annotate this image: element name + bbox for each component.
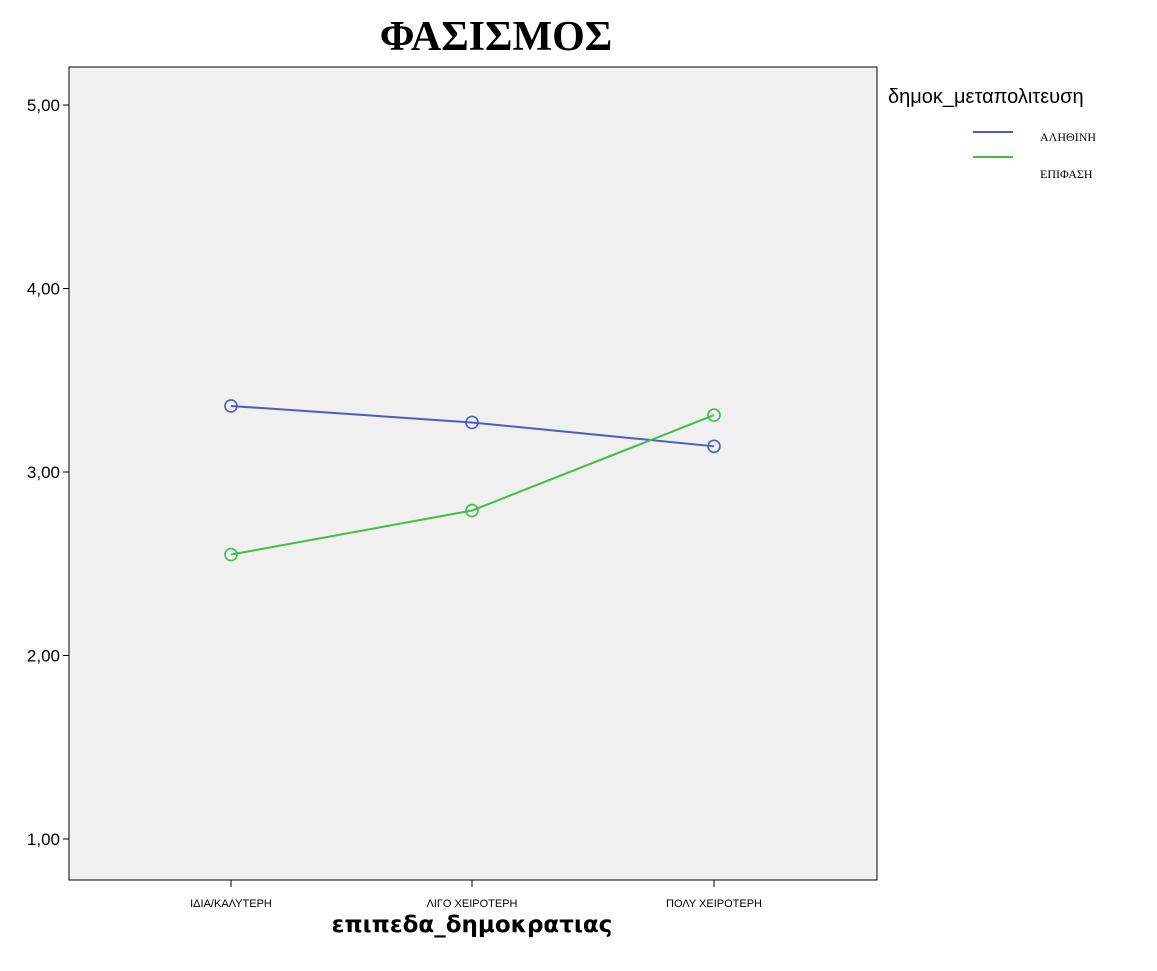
y-axis: 1,00 2,00 3,00 4,00 5,00 [27, 96, 69, 849]
x-tick-label: ΛΙΓΟ ΧΕΙΡΟΤΕΡΗ [426, 898, 517, 910]
x-tick-label: ΠΟΛΥ ΧΕΙΡΟΤΕΡΗ [666, 898, 762, 910]
data-point [465, 503, 479, 518]
data-point [465, 415, 479, 430]
y-tick-label: 2,00 [27, 647, 60, 666]
data-point [707, 439, 721, 454]
chart-title: ΦΑΣΙΣΜΟΣ [380, 14, 613, 60]
legend-label: ΑΛΗΘΙΝΗ [1040, 130, 1096, 144]
legend: δημοκ_μεταπολιτευση ΑΛΗΘΙΝΗ ΕΠΙΦΑΣΗ [888, 86, 1096, 181]
y-tick-label: 5,00 [27, 96, 60, 115]
x-axis-label: επιπεδα_δημοκρατιας [332, 912, 613, 938]
x-axis: ΙΔΙΑ/ΚΑΛΥΤΕΡΗ ΛΙΓΟ ΧΕΙΡΟΤΕΡΗ ΠΟΛΥ ΧΕΙΡΟΤΕΡ… [190, 880, 762, 910]
series-line [230, 404, 715, 448]
data-point [707, 408, 721, 422]
series-layer [224, 399, 721, 562]
data-point [224, 399, 238, 413]
legend-title: δημοκ_μεταπολιτευση [888, 86, 1084, 108]
series-line [230, 414, 715, 556]
data-point [224, 547, 238, 562]
legend-label: ΕΠΙΦΑΣΗ [1040, 167, 1093, 181]
plot-area [68, 66, 878, 881]
y-tick-label: 4,00 [27, 280, 60, 299]
x-tick-label: ΙΔΙΑ/ΚΑΛΥΤΕΡΗ [190, 898, 272, 910]
y-tick-label: 3,00 [27, 463, 60, 482]
y-tick-label: 1,00 [27, 830, 60, 849]
